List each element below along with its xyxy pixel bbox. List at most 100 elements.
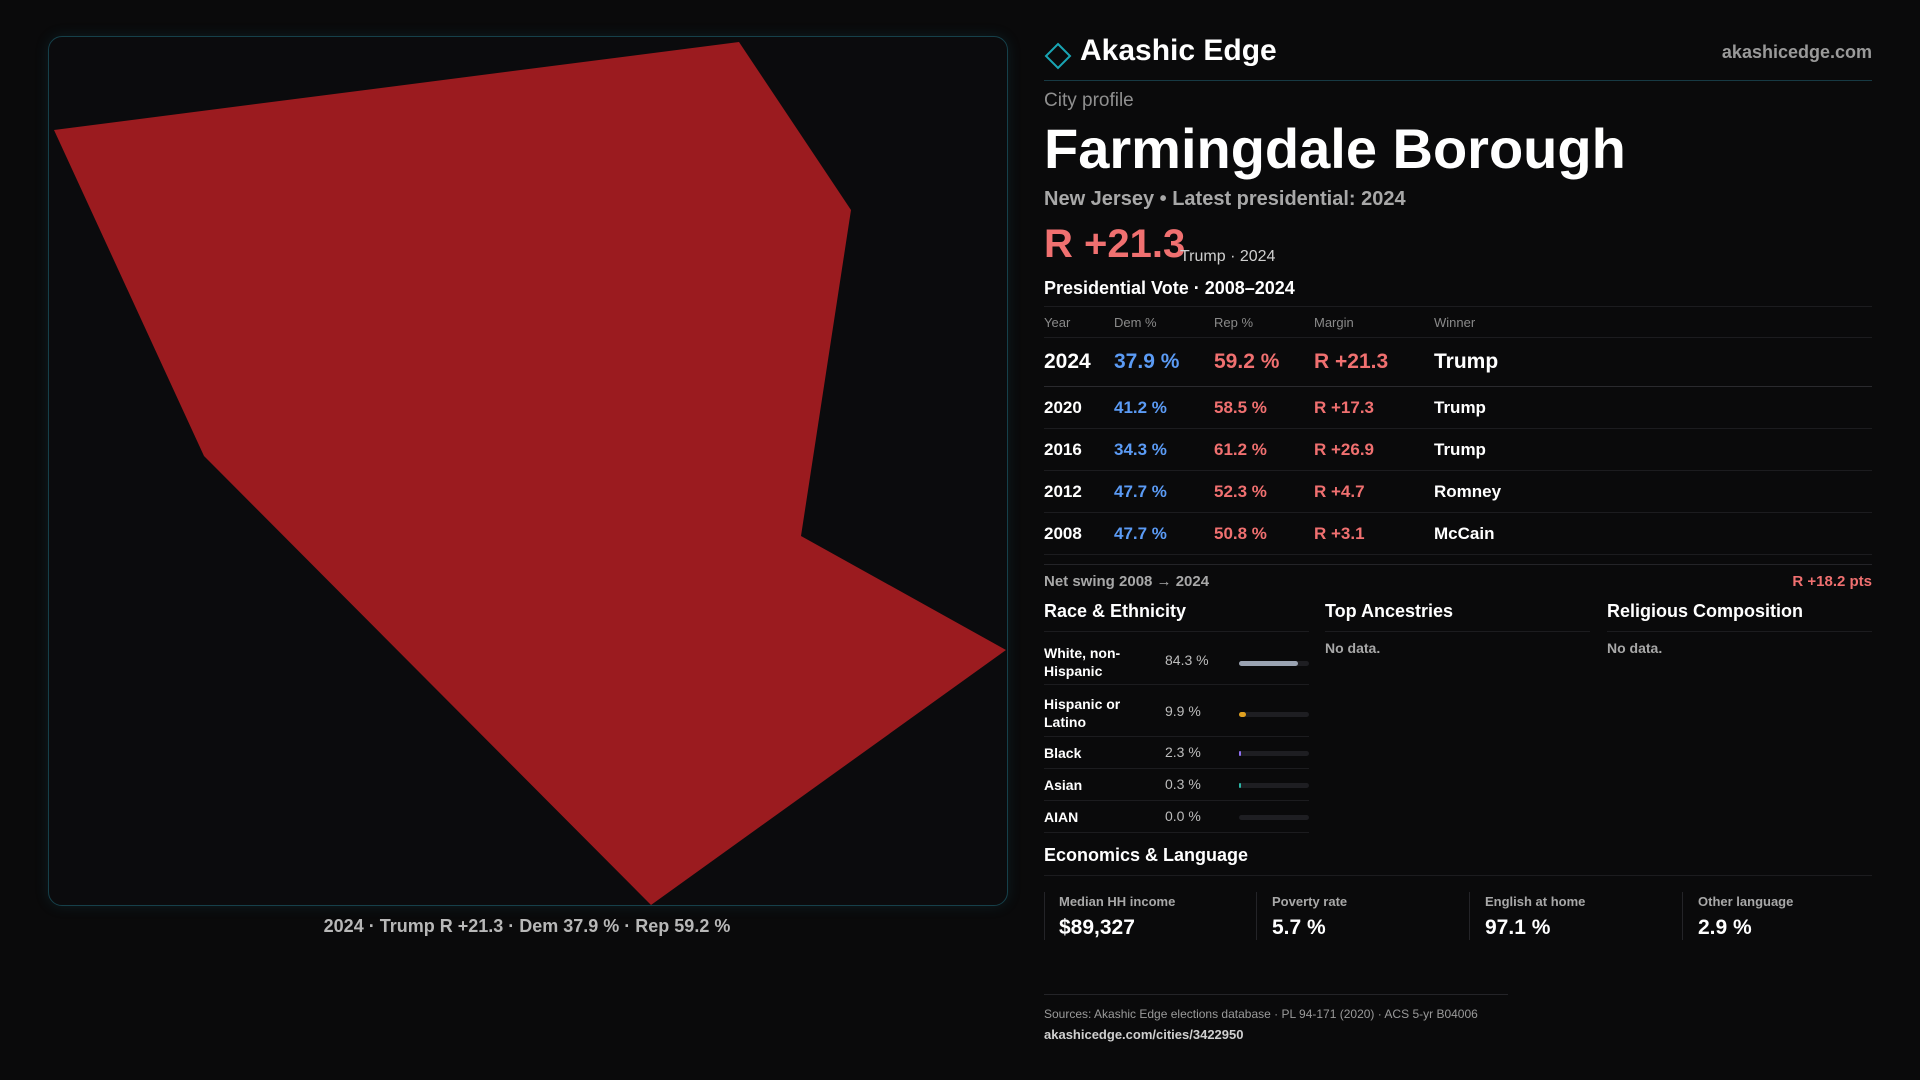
net-swing-row: Net swing 2008 → 2024 R +18.2 pts bbox=[1044, 564, 1872, 595]
list-item: Black 2.3 % bbox=[1044, 737, 1309, 769]
net-swing-label: Net swing 2008 → 2024 bbox=[1044, 573, 1210, 590]
race-label: Asian bbox=[1044, 777, 1083, 793]
col-header-dem: Dem % bbox=[1114, 306, 1214, 338]
religion-section-title: Religious Composition bbox=[1607, 601, 1872, 632]
cell-margin: R +17.3 bbox=[1314, 386, 1434, 429]
race-bar-track bbox=[1239, 783, 1309, 788]
race-bar-track bbox=[1239, 661, 1309, 666]
race-label: Hispanic or Latino bbox=[1044, 696, 1121, 730]
divider bbox=[1682, 892, 1683, 940]
cell-year: 2016 bbox=[1044, 428, 1114, 471]
brand-name[interactable]: Akashic Edge bbox=[1080, 34, 1277, 67]
race-section-title: Race & Ethnicity bbox=[1044, 601, 1309, 632]
stat-label: Poverty rate bbox=[1272, 894, 1348, 909]
table-row: 2024 37.9 % 59.2 % R +21.3 Trump bbox=[1044, 337, 1872, 387]
race-value: 2.3 % bbox=[1165, 744, 1201, 760]
race-bar-track bbox=[1239, 751, 1309, 756]
page-title: Farmingdale Borough bbox=[1044, 117, 1626, 180]
net-swing-value: R +18.2 pts bbox=[1792, 573, 1872, 590]
cell-rep: 61.2 % bbox=[1214, 428, 1314, 471]
race-list: White, non-Hispanic 84.3 % Hispanic or L… bbox=[1044, 634, 1309, 833]
cell-dem: 34.3 % bbox=[1114, 428, 1214, 471]
stat-other-language: Other language 2.9 % bbox=[1683, 884, 1872, 944]
brand-header: Akashic Edge akashicedge.com bbox=[1044, 30, 1872, 81]
table-row: 2016 34.3 % 61.2 % R +26.9 Trump bbox=[1044, 428, 1872, 471]
map-caption: 2024 · Trump R +21.3 · Dem 37.9 % · Rep … bbox=[323, 916, 731, 936]
vote-table-title: Presidential Vote · 2008–2024 bbox=[1044, 278, 1295, 298]
cell-winner: Trump bbox=[1434, 337, 1872, 387]
table-row: 2008 47.7 % 50.8 % R +3.1 McCain bbox=[1044, 512, 1872, 555]
list-item: AIAN 0.0 % bbox=[1044, 801, 1309, 833]
table-row: 2012 47.7 % 52.3 % R +4.7 Romney bbox=[1044, 470, 1872, 513]
race-bar-fill bbox=[1239, 751, 1241, 756]
city-boundary-map bbox=[54, 42, 1006, 905]
cell-year: 2020 bbox=[1044, 386, 1114, 429]
cell-margin: R +21.3 bbox=[1314, 337, 1434, 387]
map-panel[interactable] bbox=[48, 36, 1008, 906]
cell-dem: 37.9 % bbox=[1114, 337, 1214, 387]
cell-year: 2012 bbox=[1044, 470, 1114, 513]
list-item: White, non-Hispanic 84.3 % bbox=[1044, 634, 1309, 685]
stat-value: 2.9 % bbox=[1698, 916, 1752, 939]
religion-empty: No data. bbox=[1607, 640, 1663, 656]
col-header-margin: Margin bbox=[1314, 306, 1434, 338]
race-bar-track bbox=[1239, 712, 1309, 717]
vote-table-header: Year Dem % Rep % Margin Winner bbox=[1044, 306, 1872, 338]
page-subtitle: New Jersey • Latest presidential: 2024 bbox=[1044, 188, 1406, 210]
cell-winner: Trump bbox=[1434, 428, 1872, 471]
race-bar-fill bbox=[1239, 712, 1246, 717]
stat-poverty-rate: Poverty rate 5.7 % bbox=[1257, 884, 1469, 944]
diamond-icon bbox=[1044, 42, 1072, 70]
divider bbox=[1469, 892, 1470, 940]
stat-label: English at home bbox=[1485, 894, 1586, 909]
city-boundary-shape[interactable] bbox=[54, 42, 1006, 905]
headline-margin-note: Trump · 2024 bbox=[1180, 248, 1276, 265]
source-link[interactable]: akashicedge.com/cities/3422950 bbox=[1044, 1027, 1244, 1042]
col-header-rep: Rep % bbox=[1214, 306, 1314, 338]
cell-winner: McCain bbox=[1434, 512, 1872, 555]
race-value: 84.3 % bbox=[1165, 652, 1209, 668]
race-label: White, non-Hispanic bbox=[1044, 645, 1121, 679]
cell-dem: 41.2 % bbox=[1114, 386, 1214, 429]
sources-footer: Sources: Akashic Edge elections database… bbox=[1044, 994, 1508, 1042]
ancestries-empty: No data. bbox=[1325, 640, 1381, 656]
stat-value: $89,327 bbox=[1059, 916, 1135, 939]
ancestries-section-title: Top Ancestries bbox=[1325, 601, 1590, 632]
table-row: 2020 41.2 % 58.5 % R +17.3 Trump bbox=[1044, 386, 1872, 429]
brand-url[interactable]: akashicedge.com bbox=[1721, 42, 1872, 62]
stat-value: 97.1 % bbox=[1485, 916, 1551, 939]
col-header-year: Year bbox=[1044, 306, 1114, 338]
col-header-winner: Winner bbox=[1434, 306, 1872, 338]
cell-winner: Trump bbox=[1434, 386, 1872, 429]
cell-year: 2008 bbox=[1044, 512, 1114, 555]
cell-margin: R +26.9 bbox=[1314, 428, 1434, 471]
headline-margin: R +21.3 bbox=[1044, 222, 1186, 266]
cell-margin: R +3.1 bbox=[1314, 512, 1434, 555]
stat-english-at-home: English at home 97.1 % bbox=[1470, 884, 1682, 944]
divider bbox=[1044, 892, 1045, 940]
cell-year: 2024 bbox=[1044, 337, 1114, 387]
race-label: Black bbox=[1044, 745, 1082, 761]
race-value: 0.3 % bbox=[1165, 776, 1201, 792]
economics-stats: Median HH income $89,327 Poverty rate 5.… bbox=[1044, 884, 1872, 944]
page-kicker: City profile bbox=[1044, 90, 1134, 111]
stat-label: Median HH income bbox=[1059, 894, 1176, 909]
stat-median-income: Median HH income $89,327 bbox=[1044, 884, 1256, 944]
race-bar-track bbox=[1239, 815, 1309, 820]
list-item: Hispanic or Latino 9.9 % bbox=[1044, 685, 1309, 737]
cell-rep: 58.5 % bbox=[1214, 386, 1314, 429]
list-item: Asian 0.3 % bbox=[1044, 769, 1309, 801]
cell-winner: Romney bbox=[1434, 470, 1872, 513]
vote-table: Year Dem % Rep % Margin Winner 2024 37.9… bbox=[1044, 306, 1872, 555]
cell-rep: 50.8 % bbox=[1214, 512, 1314, 555]
race-bar-fill bbox=[1239, 783, 1241, 788]
economics-section-title: Economics & Language bbox=[1044, 845, 1872, 876]
cell-rep: 59.2 % bbox=[1214, 337, 1314, 387]
cell-dem: 47.7 % bbox=[1114, 470, 1214, 513]
divider bbox=[1256, 892, 1257, 940]
race-value: 9.9 % bbox=[1165, 703, 1201, 719]
stat-label: Other language bbox=[1698, 894, 1794, 909]
cell-rep: 52.3 % bbox=[1214, 470, 1314, 513]
sources-text: Sources: Akashic Edge elections database… bbox=[1044, 1007, 1478, 1021]
race-bar-fill bbox=[1239, 661, 1298, 666]
